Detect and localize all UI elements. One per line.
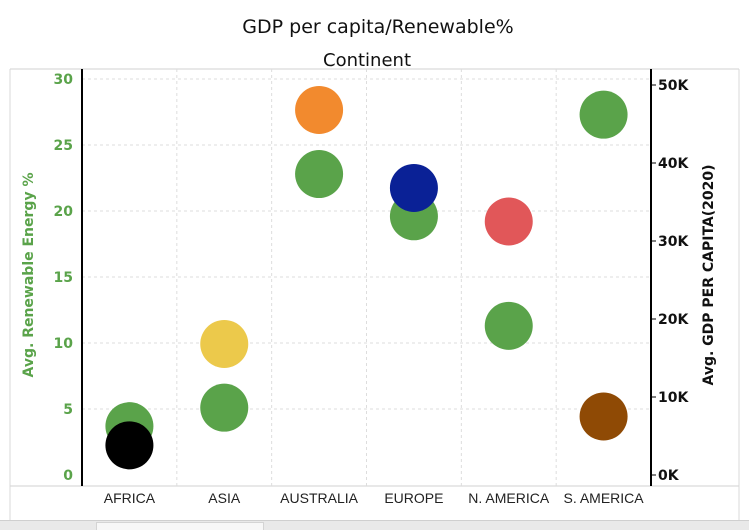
axes <box>81 69 652 486</box>
left-tick-label: 20 <box>54 204 74 220</box>
right-tick-label: 30K <box>658 234 689 250</box>
right-tick-label: 40K <box>658 156 689 172</box>
x-tick-label: EUROPE <box>384 490 443 506</box>
x-axis-ticks: AFRICA ASIA AUSTRALIA EUROPE N. AMERICA S. AM… <box>104 490 645 506</box>
renewable-point <box>295 150 344 199</box>
gdp-point <box>200 319 249 368</box>
gdp-point <box>295 85 344 134</box>
chart-subtitle: Continent <box>323 50 411 71</box>
left-tick-label: 5 <box>63 402 73 418</box>
left-tick-label: 0 <box>63 468 73 484</box>
left-tick-label: 10 <box>54 336 74 352</box>
right-tick-label: 50K <box>658 78 689 94</box>
right-tick-label: 0K <box>658 468 680 484</box>
left-axis-label: Avg. Renewable Energy % <box>21 173 37 378</box>
x-tick-label: N. AMERICA <box>468 490 550 506</box>
sheet-tab[interactable] <box>96 522 264 530</box>
left-tick-label: 30 <box>54 72 74 88</box>
renewable-point <box>579 90 628 139</box>
left-tick-label: 25 <box>54 138 73 154</box>
right-tick-label: 10K <box>658 390 689 406</box>
left-tick-label: 15 <box>54 270 73 286</box>
gdp-point <box>389 163 438 212</box>
left-axis-ticks: 0 5 10 15 20 25 30 <box>54 72 74 484</box>
chart-title: GDP per capita/Renewable% <box>242 16 513 38</box>
x-tick-label: ASIA <box>208 490 241 506</box>
right-tick-label: 20K <box>658 312 689 328</box>
gdp-point <box>579 392 628 441</box>
right-axis-label: Avg. GDP PER CAPITA(2020) <box>701 164 717 385</box>
x-tick-label: AFRICA <box>104 490 156 506</box>
data-points <box>105 85 628 470</box>
renewable-point <box>200 383 249 432</box>
x-tick-label: AUSTRALIA <box>280 490 358 506</box>
sheet-tab-bar <box>0 520 749 530</box>
gdp-point <box>484 197 533 246</box>
gdp-point <box>105 421 154 470</box>
gridlines <box>9 68 740 520</box>
right-axis-ticks: 0K 10K 20K 30K 40K 50K <box>651 78 689 484</box>
x-tick-label: S. AMERICA <box>564 490 645 506</box>
renewable-point <box>484 301 533 350</box>
